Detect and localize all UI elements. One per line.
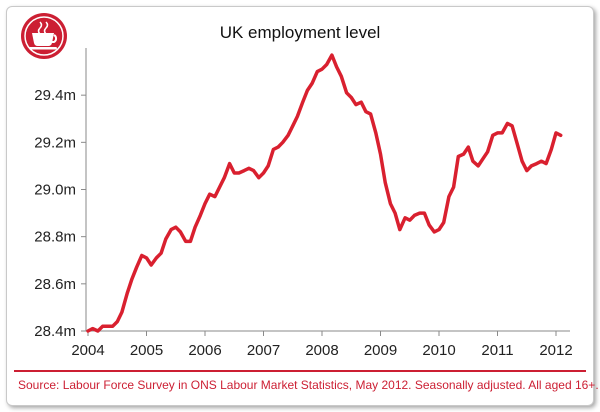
- source-note: Source: Labour Force Survey in ONS Labou…: [18, 378, 599, 392]
- x-tick-label: 2010: [422, 342, 455, 359]
- y-tick-label: 28.8m: [34, 229, 76, 246]
- x-tick-label: 2009: [364, 342, 397, 359]
- chart-frame: [6, 6, 594, 406]
- y-tick-label: 29.2m: [34, 134, 76, 151]
- x-axis-ticks: 2004 2005 2006 2007 2008 2009 2010 2011 2012: [71, 331, 573, 359]
- x-tick-label: 2011: [481, 342, 513, 359]
- y-tick-label: 29.4m: [34, 87, 76, 104]
- y-tick-label: 28.6m: [34, 276, 76, 293]
- chart-title: UK employment level: [220, 23, 381, 42]
- y-tick-label: 29.0m: [34, 182, 76, 199]
- x-tick-label: 2004: [71, 342, 104, 359]
- x-tick-label: 2005: [130, 342, 163, 359]
- x-tick-label: 2012: [539, 342, 572, 359]
- y-axis-ticks: 28.4m 28.6m 28.8m 29.0m 29.2m 29.4m: [34, 87, 86, 340]
- x-tick-label: 2006: [188, 342, 221, 359]
- x-tick-label: 2007: [247, 342, 280, 359]
- y-tick-label: 28.4m: [34, 323, 76, 340]
- footer-divider: [14, 370, 586, 372]
- employment-series-line: [86, 53, 563, 333]
- x-tick-label: 2008: [305, 342, 338, 359]
- teacup-icon: [21, 13, 67, 59]
